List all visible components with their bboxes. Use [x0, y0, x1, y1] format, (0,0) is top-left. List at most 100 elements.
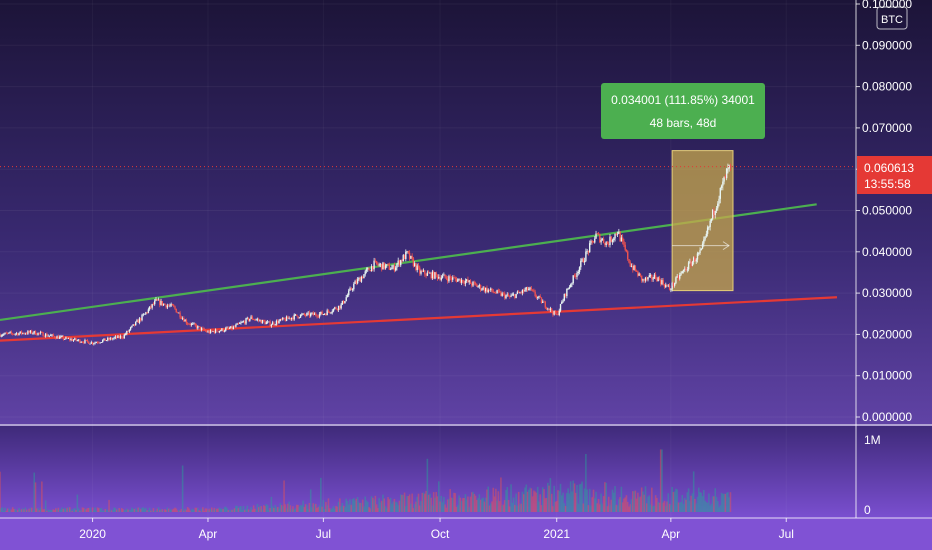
volume-bar — [226, 508, 228, 512]
candle-body — [670, 289, 672, 291]
candle-body — [471, 283, 473, 286]
volume-bar — [197, 508, 199, 512]
x-tick-label: 2020 — [79, 527, 106, 541]
candle-body — [351, 289, 354, 290]
measure-tool[interactable] — [671, 150, 734, 292]
currency-badge[interactable]: BTC — [876, 6, 908, 30]
candle-body — [375, 261, 378, 264]
candle-body — [703, 239, 705, 244]
candle-body — [580, 260, 582, 268]
measure-rect[interactable] — [671, 150, 734, 292]
volume-bar — [581, 481, 583, 512]
volume-bar — [637, 492, 639, 512]
candle-body — [86, 339, 89, 342]
volume-bar — [511, 502, 514, 512]
time-axis[interactable]: 2020 Apr Jul Oct 2021 Apr Jul — [79, 518, 794, 541]
volume-bar — [605, 482, 607, 512]
volume-bar — [242, 506, 245, 512]
candle-body — [219, 330, 222, 332]
candle-body — [298, 317, 300, 319]
volume-bar — [219, 508, 222, 512]
price-axis[interactable]: 0.000000 0.010000 0.020000 0.030000 0.040000… — [856, 0, 912, 424]
volume-bar — [454, 493, 457, 512]
candle-body — [413, 263, 416, 267]
candle-body — [246, 317, 248, 319]
volume-bar — [424, 493, 426, 512]
volume-bar — [271, 506, 274, 512]
volume-bar — [43, 509, 46, 512]
candle-body — [530, 287, 533, 290]
volume-bar — [550, 493, 553, 512]
candle-body — [400, 260, 402, 266]
volume-bar — [304, 504, 307, 512]
candle-body — [564, 293, 567, 297]
volume-bar — [429, 493, 431, 512]
candle-body — [134, 321, 137, 326]
measure-label[interactable]: 0.034001 (111.85%) 34001 48 bars, 48d — [601, 83, 765, 139]
volume-bar — [294, 508, 297, 512]
trendline[interactable] — [0, 296, 838, 342]
candle-body — [548, 308, 550, 311]
currency-label: BTC — [881, 14, 903, 26]
volume-bar — [729, 492, 732, 512]
volume-bar — [93, 510, 95, 512]
volume-bar — [488, 505, 491, 512]
candle-body — [639, 273, 642, 276]
volume-bar — [678, 502, 681, 512]
volume-bar — [24, 507, 27, 512]
volume-bar — [58, 509, 61, 512]
candle-body — [245, 318, 247, 324]
volume-bars — [0, 449, 732, 512]
candle-body — [397, 260, 399, 265]
volume-bar — [389, 497, 392, 512]
volume-bar — [558, 490, 561, 512]
candle-body — [363, 274, 365, 279]
candle-body — [459, 278, 462, 283]
candle-body — [241, 321, 243, 323]
volume-bar — [663, 500, 666, 512]
candle-body — [197, 326, 199, 329]
candle-body — [608, 244, 610, 245]
volume-bar — [181, 465, 184, 512]
candle-body — [80, 342, 82, 343]
candle-body — [441, 275, 444, 278]
candle-body — [42, 332, 44, 337]
volume-bar — [695, 503, 698, 512]
candle-body — [599, 234, 601, 243]
candle-body — [342, 300, 345, 304]
volume-bar — [497, 491, 500, 512]
volume-bar — [710, 503, 713, 512]
candle-body — [105, 340, 108, 341]
candle-body — [113, 337, 115, 339]
volume-bar — [302, 500, 304, 512]
measure-label-box — [601, 83, 765, 139]
candle-body — [88, 341, 90, 344]
volume-bar — [658, 502, 661, 512]
candle-body — [383, 262, 385, 269]
volume-bar — [188, 508, 190, 512]
volume-bar — [355, 498, 358, 512]
candle-body — [273, 322, 275, 325]
candle-body — [708, 226, 710, 228]
volume-bar — [495, 488, 497, 512]
volume-bar — [576, 484, 578, 512]
volume-bar — [714, 488, 717, 512]
candle-body — [613, 238, 615, 240]
volume-bar — [610, 499, 613, 512]
candle-body — [217, 331, 219, 333]
candle-body — [440, 277, 443, 280]
candle-body — [488, 289, 491, 291]
candle-body — [406, 251, 408, 252]
candle-body — [326, 310, 328, 316]
volume-bar — [677, 502, 680, 512]
candle-body — [284, 318, 287, 321]
candle-body — [682, 269, 685, 272]
volume-bar — [350, 504, 353, 512]
volume-bar — [68, 507, 71, 512]
volume-bar — [22, 508, 24, 512]
y-tick-label: 0.010000 — [862, 369, 912, 383]
candle-body — [714, 210, 716, 215]
volume-bar — [448, 498, 450, 512]
